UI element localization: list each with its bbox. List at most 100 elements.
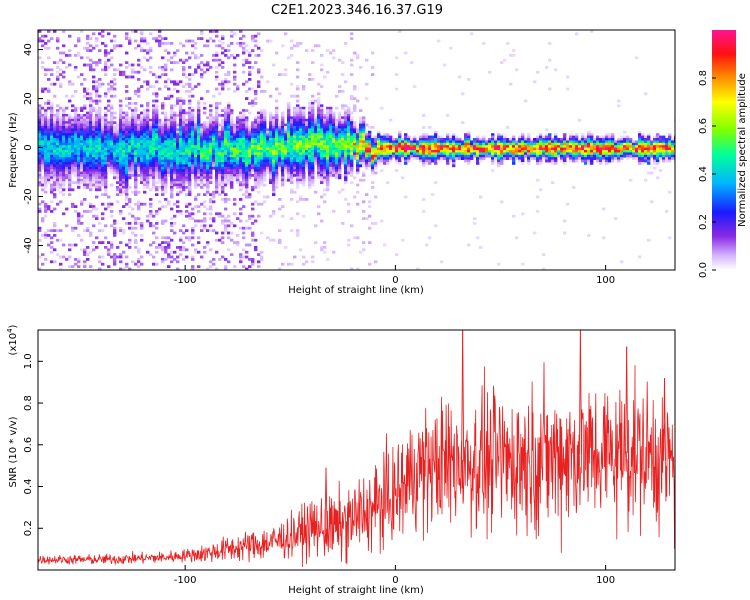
spectrogram-cell xyxy=(131,231,135,235)
spectrogram-cell xyxy=(173,183,177,187)
spectrogram-cell xyxy=(266,150,270,153)
spectrogram-cell xyxy=(368,133,372,136)
spectrogram-cell xyxy=(161,133,165,136)
spectrogram-cell xyxy=(272,138,276,141)
spectrogram-cell xyxy=(206,176,210,180)
spectrogram-cell xyxy=(149,205,153,208)
spectrogram-cell xyxy=(200,145,204,148)
spectrogram-cell xyxy=(74,205,78,208)
spectrogram-cell xyxy=(191,121,195,124)
spectrogram-cell xyxy=(239,140,243,144)
spectrogram-cell xyxy=(278,229,282,232)
spectrogram-cell xyxy=(128,166,132,170)
spectrogram-cell xyxy=(83,248,87,252)
spectrogram-cell xyxy=(275,87,279,91)
spectrogram-cell xyxy=(302,164,306,168)
spectrogram-cell xyxy=(161,42,165,45)
spectrogram-cell xyxy=(215,152,219,156)
spectrogram-cell xyxy=(167,58,171,62)
spectrogram-cell xyxy=(155,174,159,177)
spectrogram-cell xyxy=(92,205,96,208)
spectrogram-cell xyxy=(332,250,336,254)
spectrogram-cell xyxy=(74,128,78,132)
spectrogram-cell xyxy=(335,169,339,172)
spectrogram-cell xyxy=(338,118,342,122)
spectrogram-cell xyxy=(347,152,351,156)
spectrogram-cell xyxy=(119,152,123,156)
spectrogram-cell xyxy=(329,140,333,144)
spectrogram-cell xyxy=(98,147,102,151)
spectrogram-cell xyxy=(299,150,303,153)
spectrogram-cell xyxy=(98,166,102,170)
spectrogram-cell xyxy=(50,126,54,129)
spectrogram-cell xyxy=(206,186,210,189)
spectrogram-cell xyxy=(326,258,330,261)
spectrogram-cell xyxy=(272,140,276,144)
spectrogram-cell xyxy=(110,202,114,206)
spectrogram-cell xyxy=(38,142,42,146)
spectrogram-cell xyxy=(233,142,237,146)
spectrogram-cell xyxy=(221,166,225,170)
spectrogram-cell xyxy=(281,159,285,163)
spectrogram-cell xyxy=(59,238,63,242)
spectrogram-cell xyxy=(203,219,207,223)
spectrogram-cell xyxy=(290,152,294,156)
spectrogram-cell xyxy=(299,162,303,165)
spectrogram-cell xyxy=(179,190,183,194)
spectrogram-cell xyxy=(242,147,246,151)
spectrogram-cell xyxy=(107,195,111,199)
spectrogram-cell xyxy=(113,176,117,180)
spectrogram-cell xyxy=(242,63,246,67)
spectrogram-cell xyxy=(179,145,183,148)
spectrogram-cell xyxy=(47,152,51,156)
spectrogram-cell xyxy=(308,171,312,175)
spectrogram-cell xyxy=(230,154,234,158)
spectrogram-cell xyxy=(332,130,336,134)
spectrogram-cell xyxy=(167,152,171,156)
spectrogram-cell xyxy=(224,138,228,141)
spectrogram-cell xyxy=(278,152,282,156)
spectrogram-cell xyxy=(77,214,81,218)
spectrogram-cell xyxy=(113,229,117,232)
spectrogram-cell xyxy=(299,114,303,117)
spectrogram-cell xyxy=(317,106,321,110)
spectrogram-cell xyxy=(218,102,222,105)
spectrogram-cell xyxy=(260,126,264,129)
spectrogram-cell xyxy=(266,236,270,240)
spectrogram-cell xyxy=(227,183,231,187)
spectrogram-cell xyxy=(161,236,165,240)
spectrogram-cell xyxy=(224,123,228,127)
spectrogram-cell xyxy=(239,176,243,180)
spectrogram-cell xyxy=(170,183,174,187)
spectrogram-cell xyxy=(296,154,300,158)
spectrogram-cell xyxy=(230,169,234,172)
spectrogram-cell xyxy=(125,186,129,189)
spectrogram-cell xyxy=(458,145,462,148)
spectrogram-cell xyxy=(245,157,249,160)
spectrogram-cell xyxy=(317,176,321,180)
spectrogram-cell xyxy=(227,164,231,168)
spectrogram-cell xyxy=(233,147,237,151)
spectrogram-cell xyxy=(83,87,87,91)
spectrogram-cell xyxy=(68,133,72,136)
spectrogram-cell xyxy=(200,128,204,132)
spectrogram-cell xyxy=(296,140,300,144)
spectrogram-cell xyxy=(284,130,288,134)
spectrogram-cell xyxy=(95,114,99,117)
spectrogram-cell xyxy=(95,174,99,177)
spectrogram-cell xyxy=(95,159,99,163)
spectrogram-cell xyxy=(299,118,303,122)
spectrogram-cell xyxy=(119,142,123,146)
spectrogram-cell xyxy=(323,174,327,177)
spectrogram-cell xyxy=(167,169,171,172)
spectrogram-cell xyxy=(116,159,120,163)
spectrogram-cell xyxy=(311,135,315,139)
spectrogram-cell xyxy=(311,181,315,184)
spectrogram-cell xyxy=(326,176,330,180)
spectrogram-cell xyxy=(179,157,183,160)
spectrogram-cell xyxy=(110,130,114,134)
spectrogram-cell xyxy=(239,118,243,122)
spectrogram-cell xyxy=(248,154,252,158)
spectrogram-cell xyxy=(362,157,366,160)
spectrogram-cell xyxy=(320,114,324,117)
